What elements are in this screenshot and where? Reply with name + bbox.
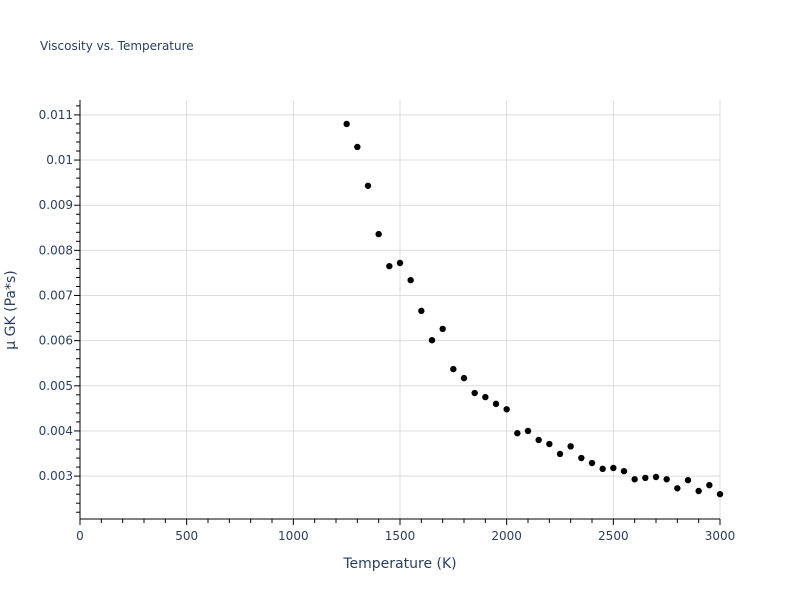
y-tick-label: 0.004 xyxy=(39,424,73,438)
axes: 0 500 1000 1500 2000 2500 3000 0.003 0.004 0.005 0… xyxy=(39,100,736,543)
data-point xyxy=(524,427,532,435)
data-point xyxy=(354,143,361,151)
data-point xyxy=(716,490,724,498)
data-point xyxy=(578,454,585,462)
data-point xyxy=(535,436,542,444)
y-tick-label: 0.007 xyxy=(39,289,73,303)
data-point xyxy=(556,450,564,458)
y-tick-label: 0.01 xyxy=(46,153,73,167)
x-tick-label: 3000 xyxy=(705,529,736,543)
data-point xyxy=(407,276,414,284)
grid xyxy=(80,100,721,519)
data-point xyxy=(642,474,649,482)
x-tick-label: 0 xyxy=(76,529,84,543)
data-points xyxy=(343,120,724,498)
x-tick-label: 1500 xyxy=(385,529,416,543)
data-point xyxy=(695,487,702,495)
data-point xyxy=(599,465,606,473)
data-point xyxy=(503,406,510,413)
data-point xyxy=(663,476,670,483)
data-point xyxy=(460,374,468,382)
data-point xyxy=(471,389,478,397)
y-tick-label: 0.009 xyxy=(39,198,73,212)
data-point xyxy=(620,467,628,475)
data-point xyxy=(514,430,521,437)
y-axis-label: μ GK (Pa*s) xyxy=(3,270,19,349)
x-tick-label: 1000 xyxy=(278,529,309,543)
data-point xyxy=(386,262,393,270)
x-tick-label: 2000 xyxy=(491,529,522,543)
data-point xyxy=(706,481,713,489)
data-point xyxy=(439,325,446,333)
x-axis-label: Temperature (K) xyxy=(342,556,456,572)
data-point xyxy=(684,476,692,484)
data-point xyxy=(482,393,489,401)
y-tick-label: 0.006 xyxy=(39,334,73,348)
x-tick-label: 500 xyxy=(175,529,198,543)
data-point xyxy=(450,365,457,373)
data-point xyxy=(588,459,596,467)
data-point xyxy=(546,440,553,448)
y-tick-label: 0.008 xyxy=(39,243,73,257)
y-tick-label: 0.011 xyxy=(39,108,73,122)
x-tick-label: 2500 xyxy=(598,529,629,543)
y-tick-label: 0.003 xyxy=(39,469,73,483)
data-point xyxy=(674,485,681,492)
data-point xyxy=(631,476,638,483)
y-tick-label: 0.005 xyxy=(39,379,73,393)
data-point xyxy=(652,473,660,481)
data-point xyxy=(610,464,617,472)
data-point xyxy=(343,120,350,128)
data-point xyxy=(567,443,574,450)
data-point xyxy=(428,337,436,344)
chart-title: Viscosity vs. Temperature xyxy=(40,39,194,53)
data-point xyxy=(418,307,425,315)
data-point xyxy=(375,230,382,238)
data-point xyxy=(396,259,404,267)
data-point xyxy=(492,400,500,408)
data-point xyxy=(364,182,372,189)
